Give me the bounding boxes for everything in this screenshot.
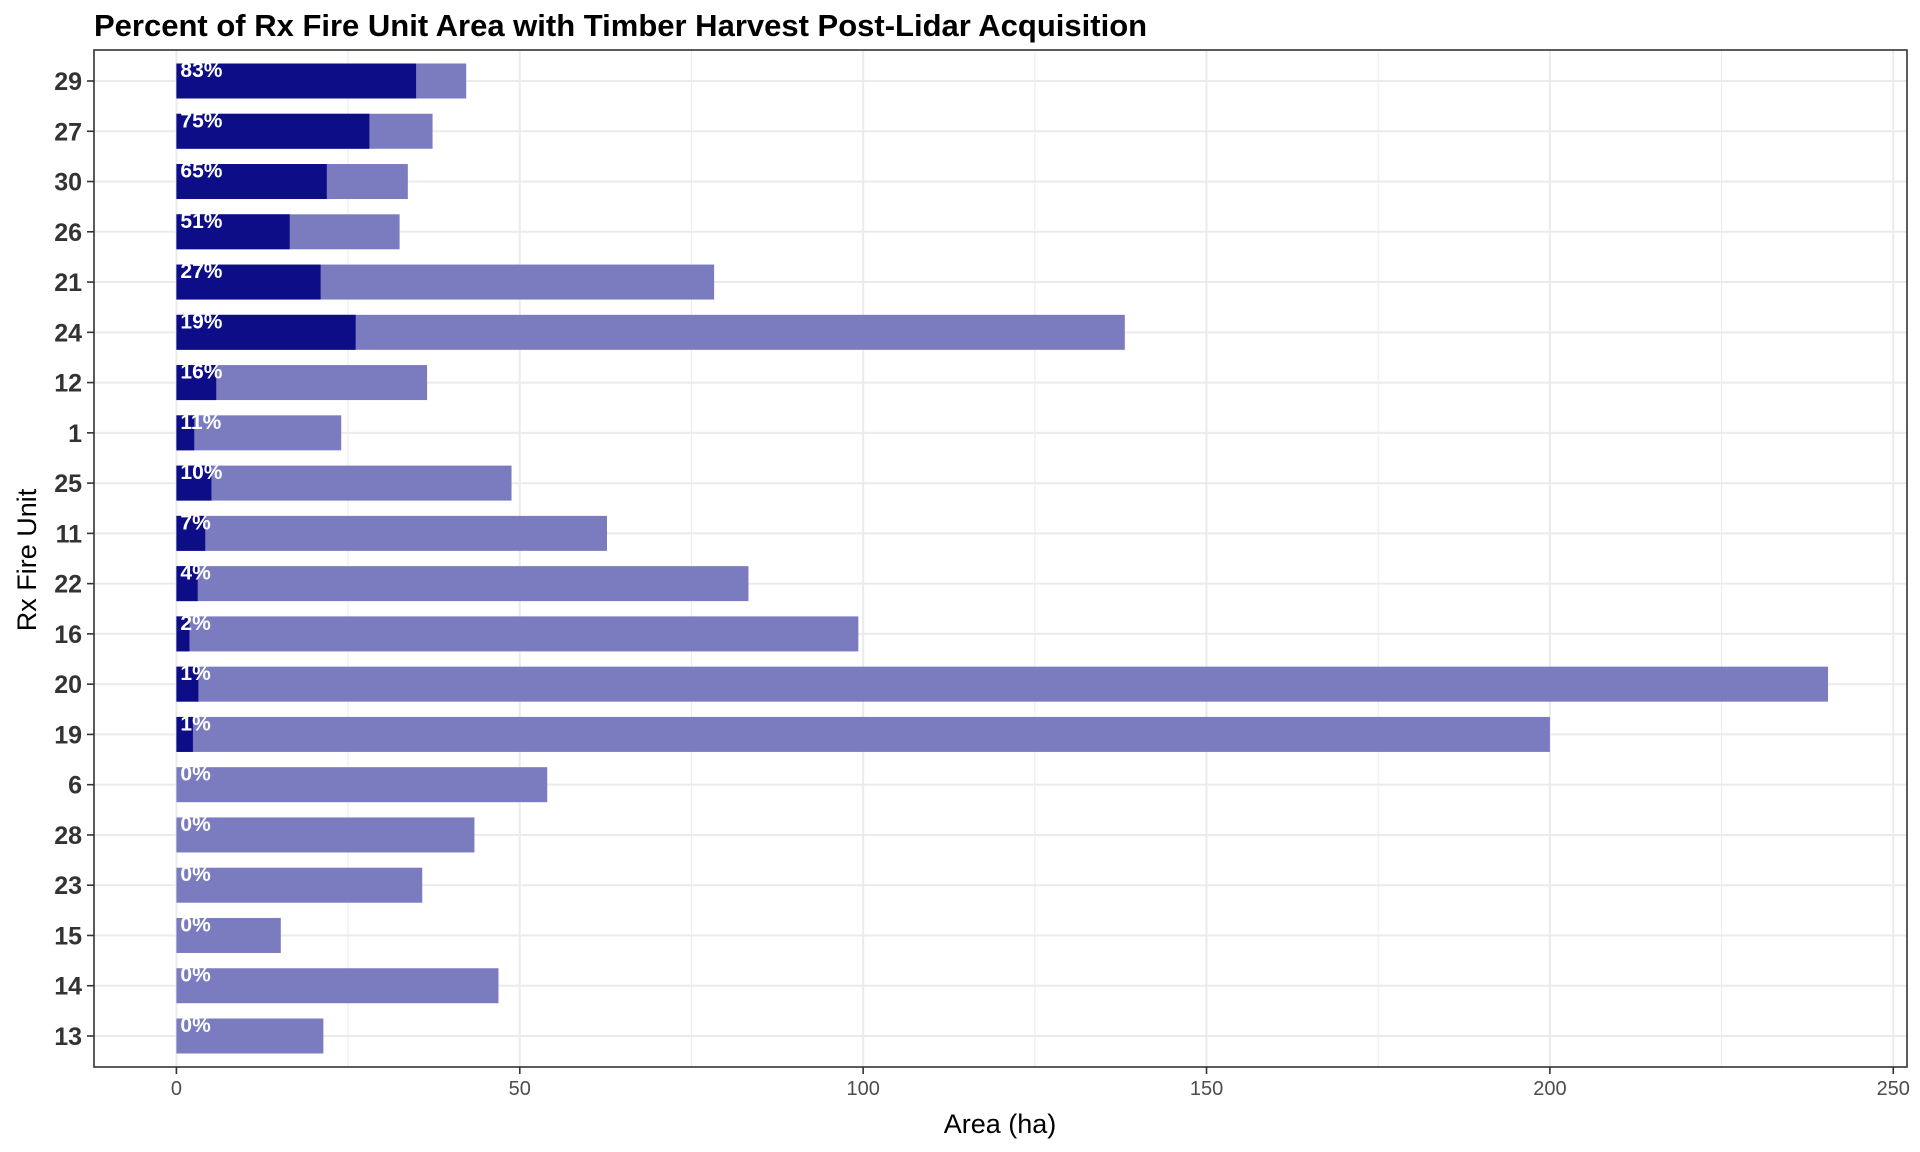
- bar-data-label: 65%: [180, 160, 222, 183]
- bar-total: [176, 917, 281, 953]
- x-axis-title: Area (ha): [944, 1109, 1057, 1139]
- bar-total: [176, 465, 512, 501]
- bar-data-label: 0%: [180, 863, 211, 886]
- bar-data-label: 1%: [180, 712, 211, 735]
- y-tick-label: 12: [54, 370, 82, 398]
- x-tick-label: 250: [1877, 1078, 1910, 1100]
- x-tick-label: 200: [1533, 1078, 1566, 1100]
- y-tick-label: 14: [54, 973, 82, 1001]
- y-tick-label: 1: [68, 420, 82, 448]
- bar-harvested: [176, 63, 417, 99]
- y-tick-label: 27: [54, 118, 82, 146]
- x-tick-label: 0: [171, 1078, 182, 1100]
- bar-data-label: 75%: [180, 109, 222, 132]
- y-tick-label: 16: [54, 621, 82, 649]
- bar-data-label: 51%: [180, 210, 222, 233]
- bar-data-label: 10%: [180, 461, 222, 484]
- y-tick-label: 25: [54, 470, 82, 498]
- bar-data-label: 2%: [180, 612, 211, 635]
- y-tick-label: 22: [54, 571, 82, 599]
- bar-data-label: 1%: [180, 662, 211, 685]
- y-tick-label: 26: [54, 219, 82, 247]
- bar-harvested: [176, 214, 290, 250]
- bar-total: [176, 365, 428, 401]
- bar-data-label: 19%: [180, 310, 222, 333]
- bar-total: [176, 968, 499, 1004]
- bar-harvested: [176, 566, 198, 602]
- bar-total: [176, 767, 548, 803]
- bar-harvested: [176, 616, 190, 652]
- bar-harvested: [176, 515, 206, 551]
- bar-harvested: [176, 113, 370, 149]
- y-tick-label: 21: [54, 269, 82, 297]
- bar-data-label: 0%: [180, 813, 211, 836]
- bar-total: [176, 867, 423, 903]
- y-tick-label: 23: [54, 872, 82, 900]
- y-axis-title: Rx Fire Unit: [12, 488, 42, 631]
- bar-harvested: [176, 365, 217, 401]
- bar-harvested: [176, 314, 356, 350]
- chart-title: Percent of Rx Fire Unit Area with Timber…: [94, 8, 1148, 43]
- y-tick-label: 15: [54, 922, 82, 950]
- x-tick-label: 50: [509, 1078, 531, 1100]
- y-tick-label: 29: [54, 68, 82, 96]
- bar-total: [176, 566, 749, 602]
- y-tick-label: 11: [56, 520, 83, 548]
- bar-harvested: [176, 164, 327, 200]
- x-tick-label: 150: [1190, 1078, 1223, 1100]
- bar-total: [176, 716, 1550, 752]
- bar-data-label: 16%: [180, 361, 222, 384]
- y-tick-label: 30: [54, 169, 82, 197]
- bar-data-label: 0%: [180, 763, 211, 786]
- bar-total: [176, 666, 1829, 702]
- y-tick-label: 19: [54, 721, 82, 749]
- bar-total: [176, 415, 342, 451]
- y-tick-label: 24: [54, 319, 82, 347]
- bar-total: [176, 1018, 324, 1054]
- bar-data-label: 83%: [180, 59, 222, 82]
- bar-data-label: 4%: [180, 562, 211, 585]
- bar-total: [176, 817, 475, 853]
- bar-data-label: 7%: [180, 511, 211, 534]
- bar-total: [176, 515, 607, 551]
- x-tick-label: 100: [846, 1078, 879, 1100]
- bar-data-label: 27%: [180, 260, 222, 283]
- bar-data-label: 11%: [180, 411, 221, 434]
- plot-panel-border: [93, 49, 1908, 1068]
- bar-harvested: [176, 465, 212, 501]
- bar-data-label: 0%: [180, 1014, 211, 1037]
- y-tick-label: 6: [68, 772, 82, 800]
- bar-harvested: [176, 264, 321, 300]
- y-tick-label: 20: [54, 671, 82, 699]
- bar-harvested: [176, 716, 193, 752]
- bar-data-label: 0%: [180, 964, 211, 987]
- bar-harvested: [176, 666, 199, 702]
- y-tick-label: 28: [54, 822, 82, 850]
- bar-total: [176, 616, 859, 652]
- y-tick-label: 13: [54, 1023, 82, 1051]
- bar-data-label: 0%: [180, 913, 211, 936]
- bar-harvested: [176, 415, 195, 451]
